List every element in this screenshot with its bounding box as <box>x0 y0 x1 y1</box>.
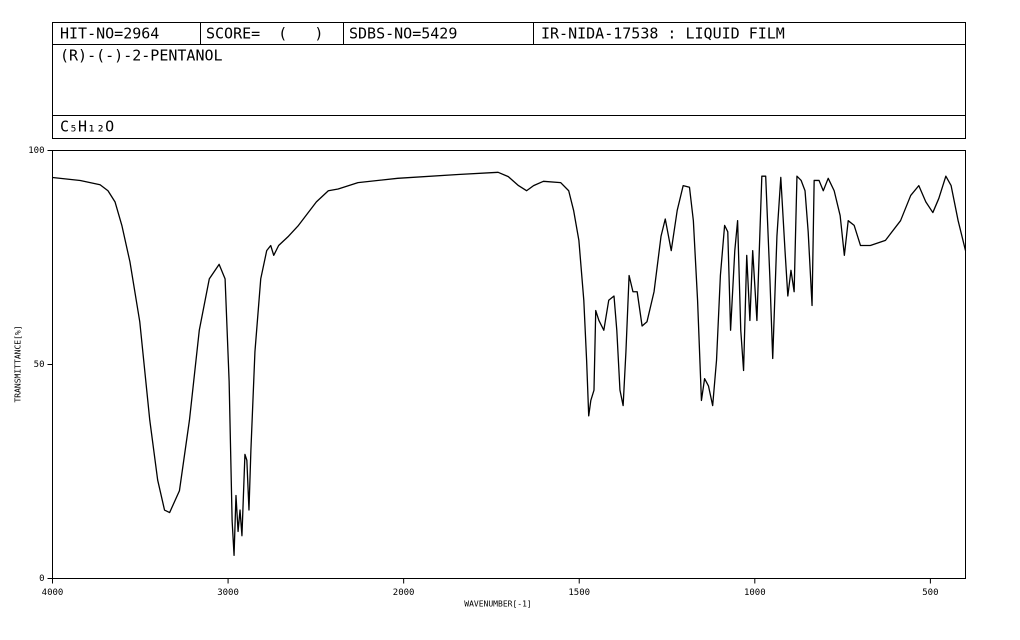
y-axis-label: TRANSMITTANCE[%] <box>14 325 23 402</box>
x-tick-label: 2000 <box>393 588 415 598</box>
spectrum-line <box>52 171 967 557</box>
x-axis-label: WAVENUMBER[-1] <box>464 600 531 609</box>
header-table: HIT-NO=2964 SCORE= ( ) SDBS-NO=5429 IR-N… <box>52 22 966 139</box>
y-tick-label: 100 <box>28 146 44 156</box>
x-tick-label: 4000 <box>42 588 64 598</box>
header-frame <box>52 22 966 139</box>
x-tick-label: 1000 <box>744 588 766 598</box>
x-tick-label: 500 <box>922 588 938 598</box>
x-tick-label: 1500 <box>568 588 590 598</box>
score: SCORE= ( ) <box>206 25 323 43</box>
y-tick-label: 0 <box>39 574 44 584</box>
x-tick-label: 3000 <box>217 588 239 598</box>
formula: C₅H₁₂O <box>60 118 114 136</box>
y-tick-label: 50 <box>34 360 45 370</box>
compound-name: (R)-(-)-2-PENTANOL <box>60 47 223 65</box>
hit-no: HIT-NO=2964 <box>60 25 159 43</box>
plot-frame <box>52 150 966 579</box>
sdbs-no: SDBS-NO=5429 <box>349 25 457 43</box>
method: IR-NIDA-17538 : LIQUID FILM <box>541 25 785 43</box>
